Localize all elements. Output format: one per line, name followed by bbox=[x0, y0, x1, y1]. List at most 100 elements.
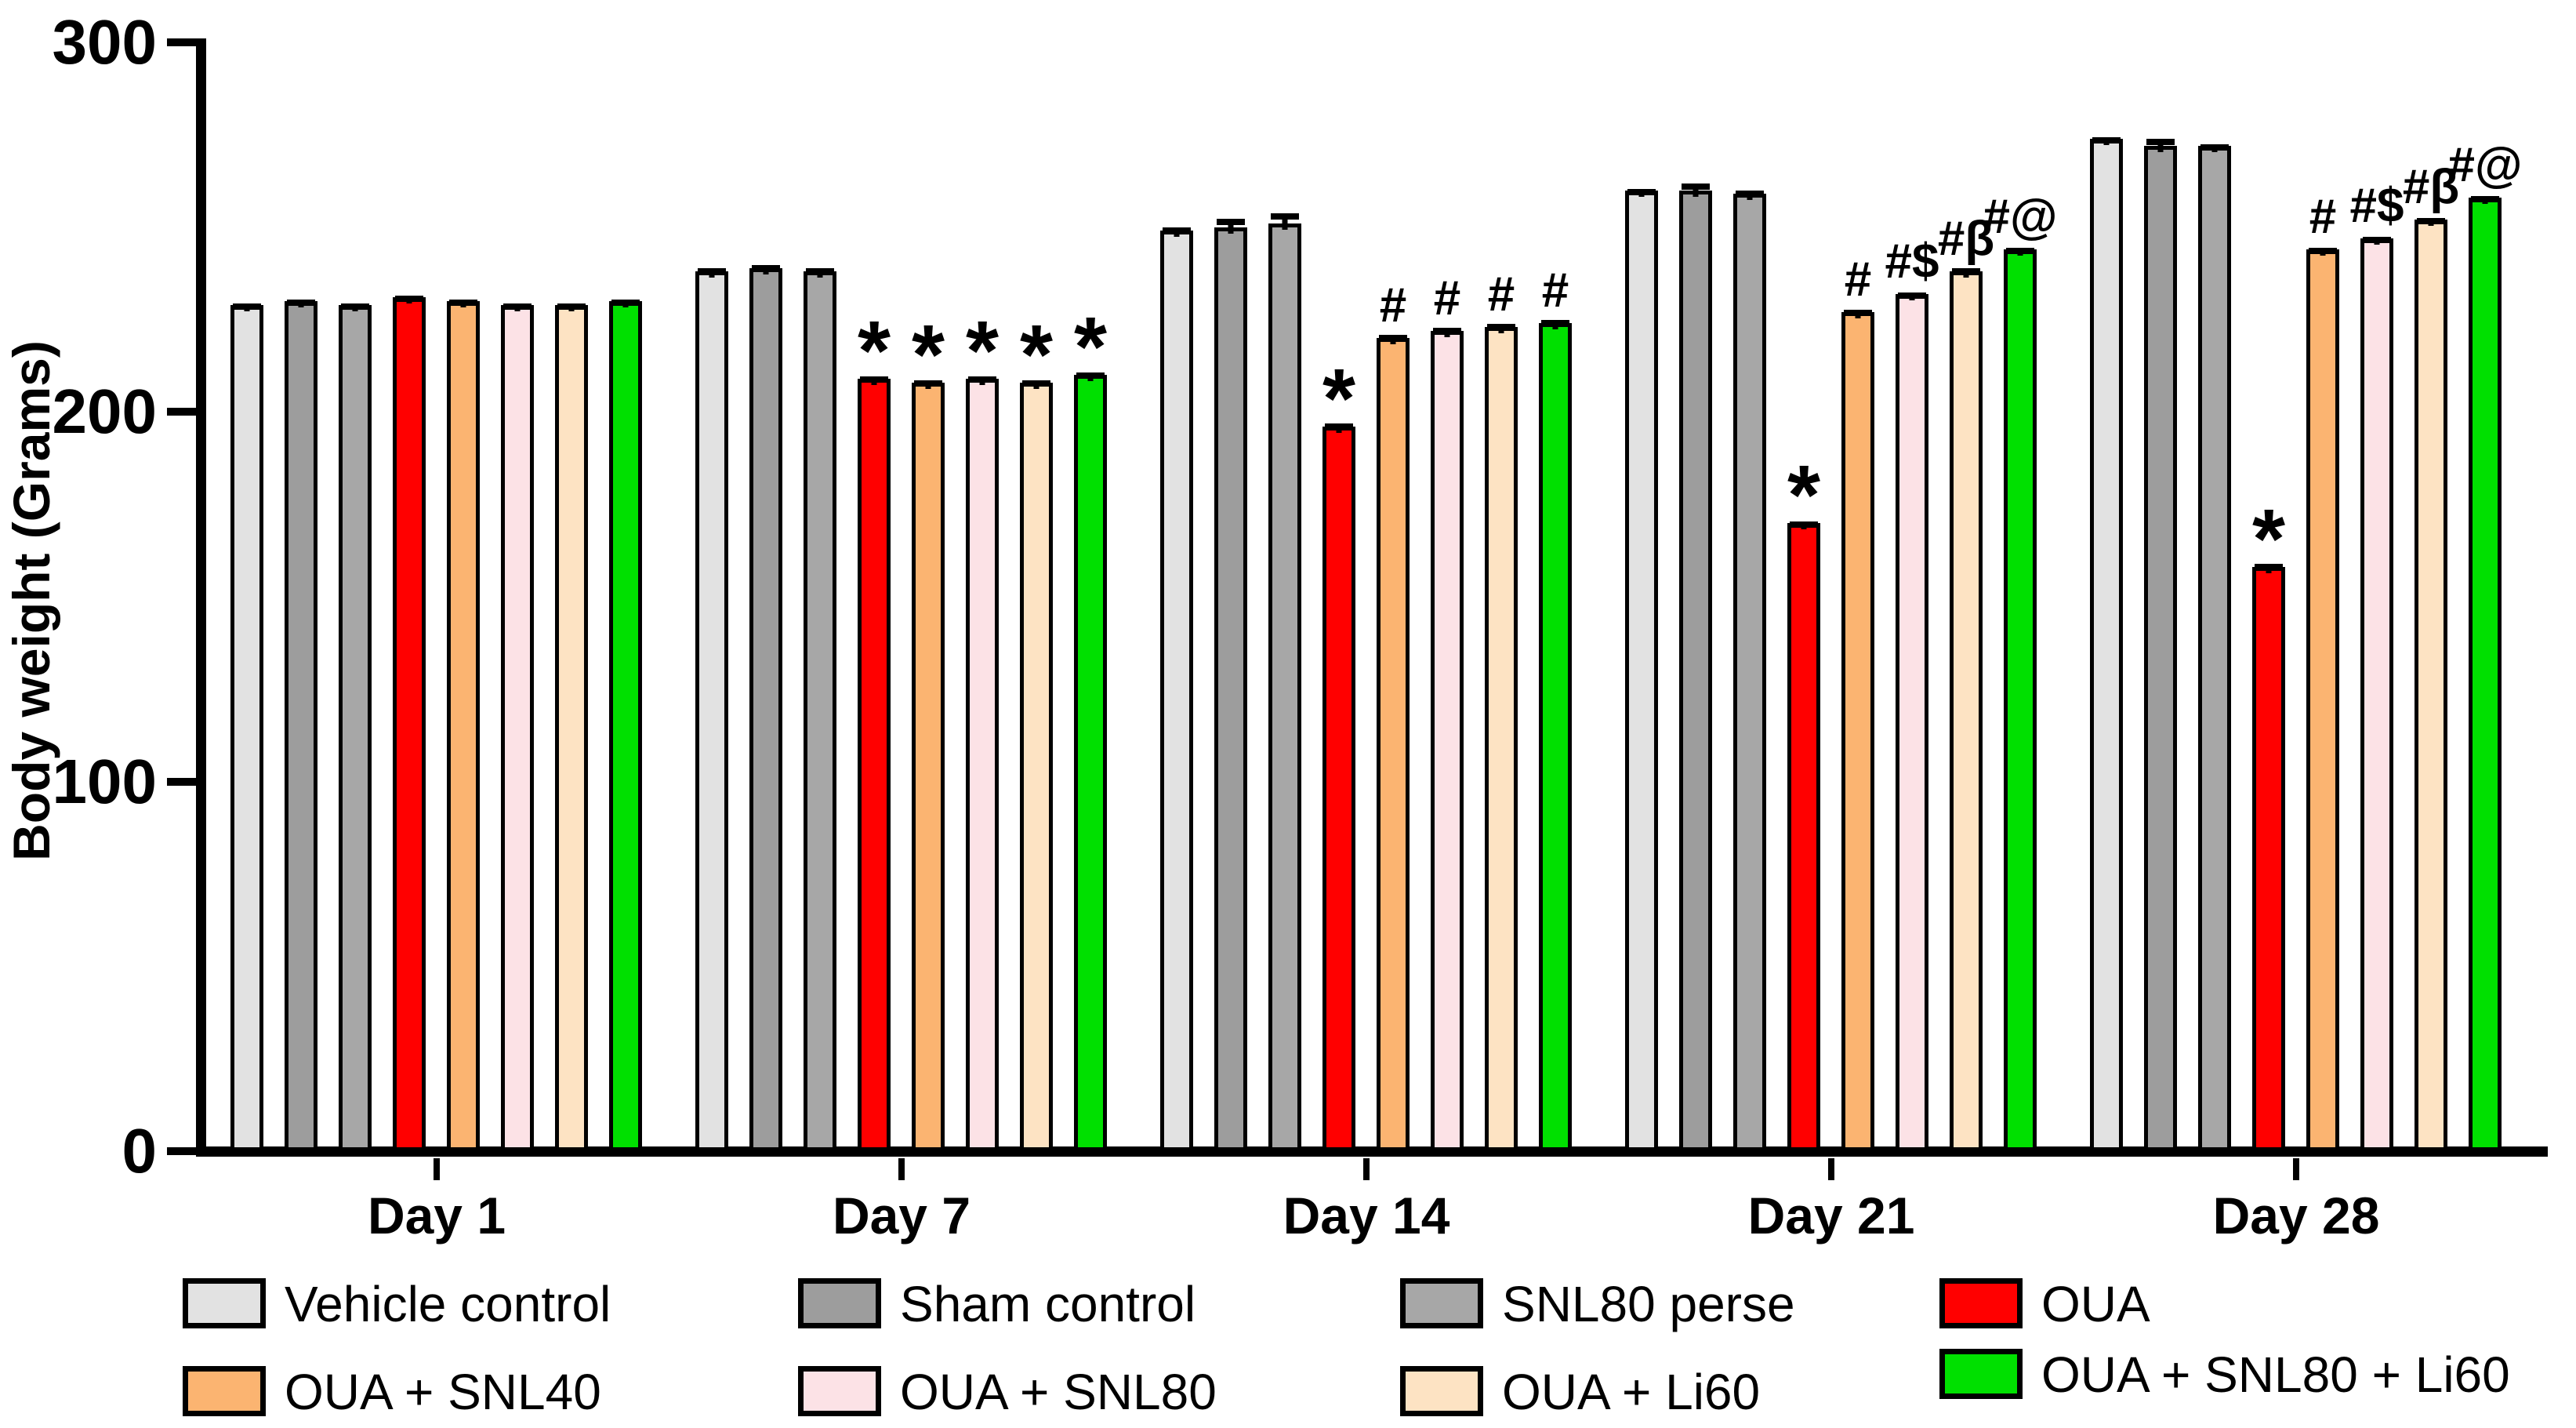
error-bar-cap bbox=[2092, 137, 2121, 144]
y-tick-mark bbox=[167, 408, 197, 416]
error-bar-cap bbox=[1736, 191, 1764, 197]
bar-sham-control bbox=[2144, 139, 2177, 1151]
error-bar bbox=[341, 303, 369, 311]
error-bar-cap bbox=[1163, 227, 1191, 234]
legend-swatch-sham-control bbox=[798, 1278, 881, 1328]
error-bar bbox=[2471, 196, 2499, 204]
significance-annotation: #β bbox=[1937, 212, 1995, 267]
y-tick-mark bbox=[167, 777, 197, 786]
bar-group-day-14: * # # # # bbox=[1160, 42, 1573, 1151]
bar-oua-snl40 bbox=[447, 300, 480, 1151]
legend-label: SNL80 perse bbox=[1502, 1276, 1795, 1332]
error-bar-cap bbox=[557, 303, 586, 310]
y-axis-title: Body weight (Grams) bbox=[2, 340, 60, 861]
significance-annotation: * bbox=[911, 307, 945, 402]
error-bar bbox=[2309, 248, 2337, 256]
bar-oua bbox=[393, 296, 426, 1151]
bar-sham-control bbox=[749, 265, 782, 1151]
bar-group-day-21: * # #$ #β #@ bbox=[1625, 42, 2057, 1151]
bar-oua-snl80-li60: * bbox=[1074, 304, 1107, 1151]
error-bar-cap bbox=[860, 376, 888, 383]
bar-oua-snl80 bbox=[501, 303, 534, 1151]
error-bar-cap bbox=[1487, 324, 1515, 330]
significance-annotation: # bbox=[1379, 278, 1407, 333]
error-bar-cap bbox=[233, 303, 261, 310]
bar-oua-li60: #β bbox=[1938, 215, 1994, 1151]
error-bar-cap bbox=[395, 296, 423, 302]
x-tick-mark bbox=[1828, 1158, 1834, 1180]
bar-snl80-perse bbox=[804, 268, 836, 1151]
bar-group-day-7: * * * * * bbox=[695, 42, 1108, 1151]
error-bar-cap bbox=[1325, 423, 1353, 430]
bar-oua-li60: * bbox=[1020, 312, 1053, 1151]
error-bar-cap bbox=[1627, 189, 1656, 195]
error-bar bbox=[1844, 310, 1872, 318]
legend-label: OUA bbox=[2041, 1276, 2150, 1332]
bar-vehicle-control bbox=[2090, 137, 2123, 1151]
error-bar-stem bbox=[1693, 183, 1699, 197]
error-bar bbox=[1325, 423, 1353, 433]
x-tick-label: Day 1 bbox=[367, 1186, 506, 1245]
error-bar bbox=[1217, 219, 1245, 234]
y-tick-label: 100 bbox=[52, 746, 157, 816]
error-bar bbox=[449, 300, 477, 307]
significance-annotation: * bbox=[965, 303, 1000, 398]
bar-vehicle-control bbox=[1160, 227, 1193, 1151]
bar-group-day-28: * # #$ #β #@ bbox=[2090, 42, 2522, 1151]
error-bar-cap bbox=[2309, 248, 2337, 254]
legend-label: Vehicle control bbox=[285, 1276, 611, 1332]
bar-snl80-perse bbox=[2198, 144, 2231, 1151]
error-bar bbox=[1736, 191, 1764, 200]
error-bar bbox=[806, 268, 834, 278]
y-tick-label: 300 bbox=[52, 7, 157, 77]
bar-oua-li60 bbox=[555, 303, 588, 1151]
bar-vehicle-control bbox=[230, 303, 263, 1151]
bar-oua-li60: #β bbox=[2403, 163, 2459, 1151]
error-bar-cap bbox=[287, 300, 315, 306]
bar-oua-snl40: # bbox=[1841, 256, 1874, 1151]
significance-annotation: * bbox=[2251, 491, 2286, 587]
bar-oua-snl80-li60 bbox=[609, 300, 642, 1151]
error-bar-cap bbox=[1217, 219, 1245, 225]
error-bar bbox=[503, 303, 532, 311]
error-bar bbox=[1433, 328, 1461, 337]
error-bar bbox=[2363, 237, 2391, 245]
error-bar bbox=[1271, 213, 1299, 230]
bar-sham-control bbox=[285, 300, 317, 1151]
significance-annotation: # bbox=[1433, 271, 1461, 326]
bar-snl80-perse bbox=[339, 303, 372, 1151]
error-bar-cap bbox=[1898, 293, 1926, 299]
bar-snl80-perse bbox=[1733, 191, 1766, 1151]
error-bar-cap bbox=[1844, 310, 1872, 316]
bar-oua-snl40: * bbox=[912, 312, 945, 1151]
y-tick-label: 0 bbox=[122, 1116, 158, 1186]
significance-annotation: #$ bbox=[1885, 234, 1939, 289]
bar-oua: * bbox=[1322, 356, 1355, 1151]
legend-swatch-oua-snl80 bbox=[798, 1366, 881, 1416]
legend-swatch-oua-snl40 bbox=[183, 1366, 266, 1416]
bar-group-day-1 bbox=[230, 42, 643, 1151]
y-axis-spine bbox=[196, 38, 206, 1157]
x-tick-mark bbox=[898, 1158, 905, 1180]
error-bar-cap bbox=[341, 303, 369, 310]
error-bar-cap bbox=[2200, 144, 2229, 151]
error-bar bbox=[2417, 218, 2445, 226]
x-tick-mark bbox=[2293, 1158, 2299, 1180]
error-bar bbox=[2092, 137, 2121, 145]
bar-vehicle-control bbox=[1625, 189, 1658, 1151]
bar-oua-snl80-li60: #@ bbox=[1983, 193, 2057, 1151]
error-bar-cap bbox=[2417, 218, 2445, 224]
bar-oua: * bbox=[858, 308, 891, 1151]
error-bar bbox=[2200, 144, 2229, 152]
error-bar bbox=[1076, 372, 1105, 381]
significance-annotation: # bbox=[1541, 263, 1569, 318]
error-bar bbox=[1627, 189, 1656, 197]
error-bar-cap bbox=[2255, 564, 2283, 570]
x-tick-mark bbox=[434, 1158, 440, 1180]
bar-oua-snl80: # bbox=[1431, 274, 1464, 1151]
error-bar-cap bbox=[1682, 183, 1710, 190]
error-bar bbox=[611, 300, 640, 307]
bar-vehicle-control bbox=[695, 268, 728, 1151]
error-bar-cap bbox=[2146, 139, 2175, 145]
bar-sham-control bbox=[1679, 183, 1712, 1151]
